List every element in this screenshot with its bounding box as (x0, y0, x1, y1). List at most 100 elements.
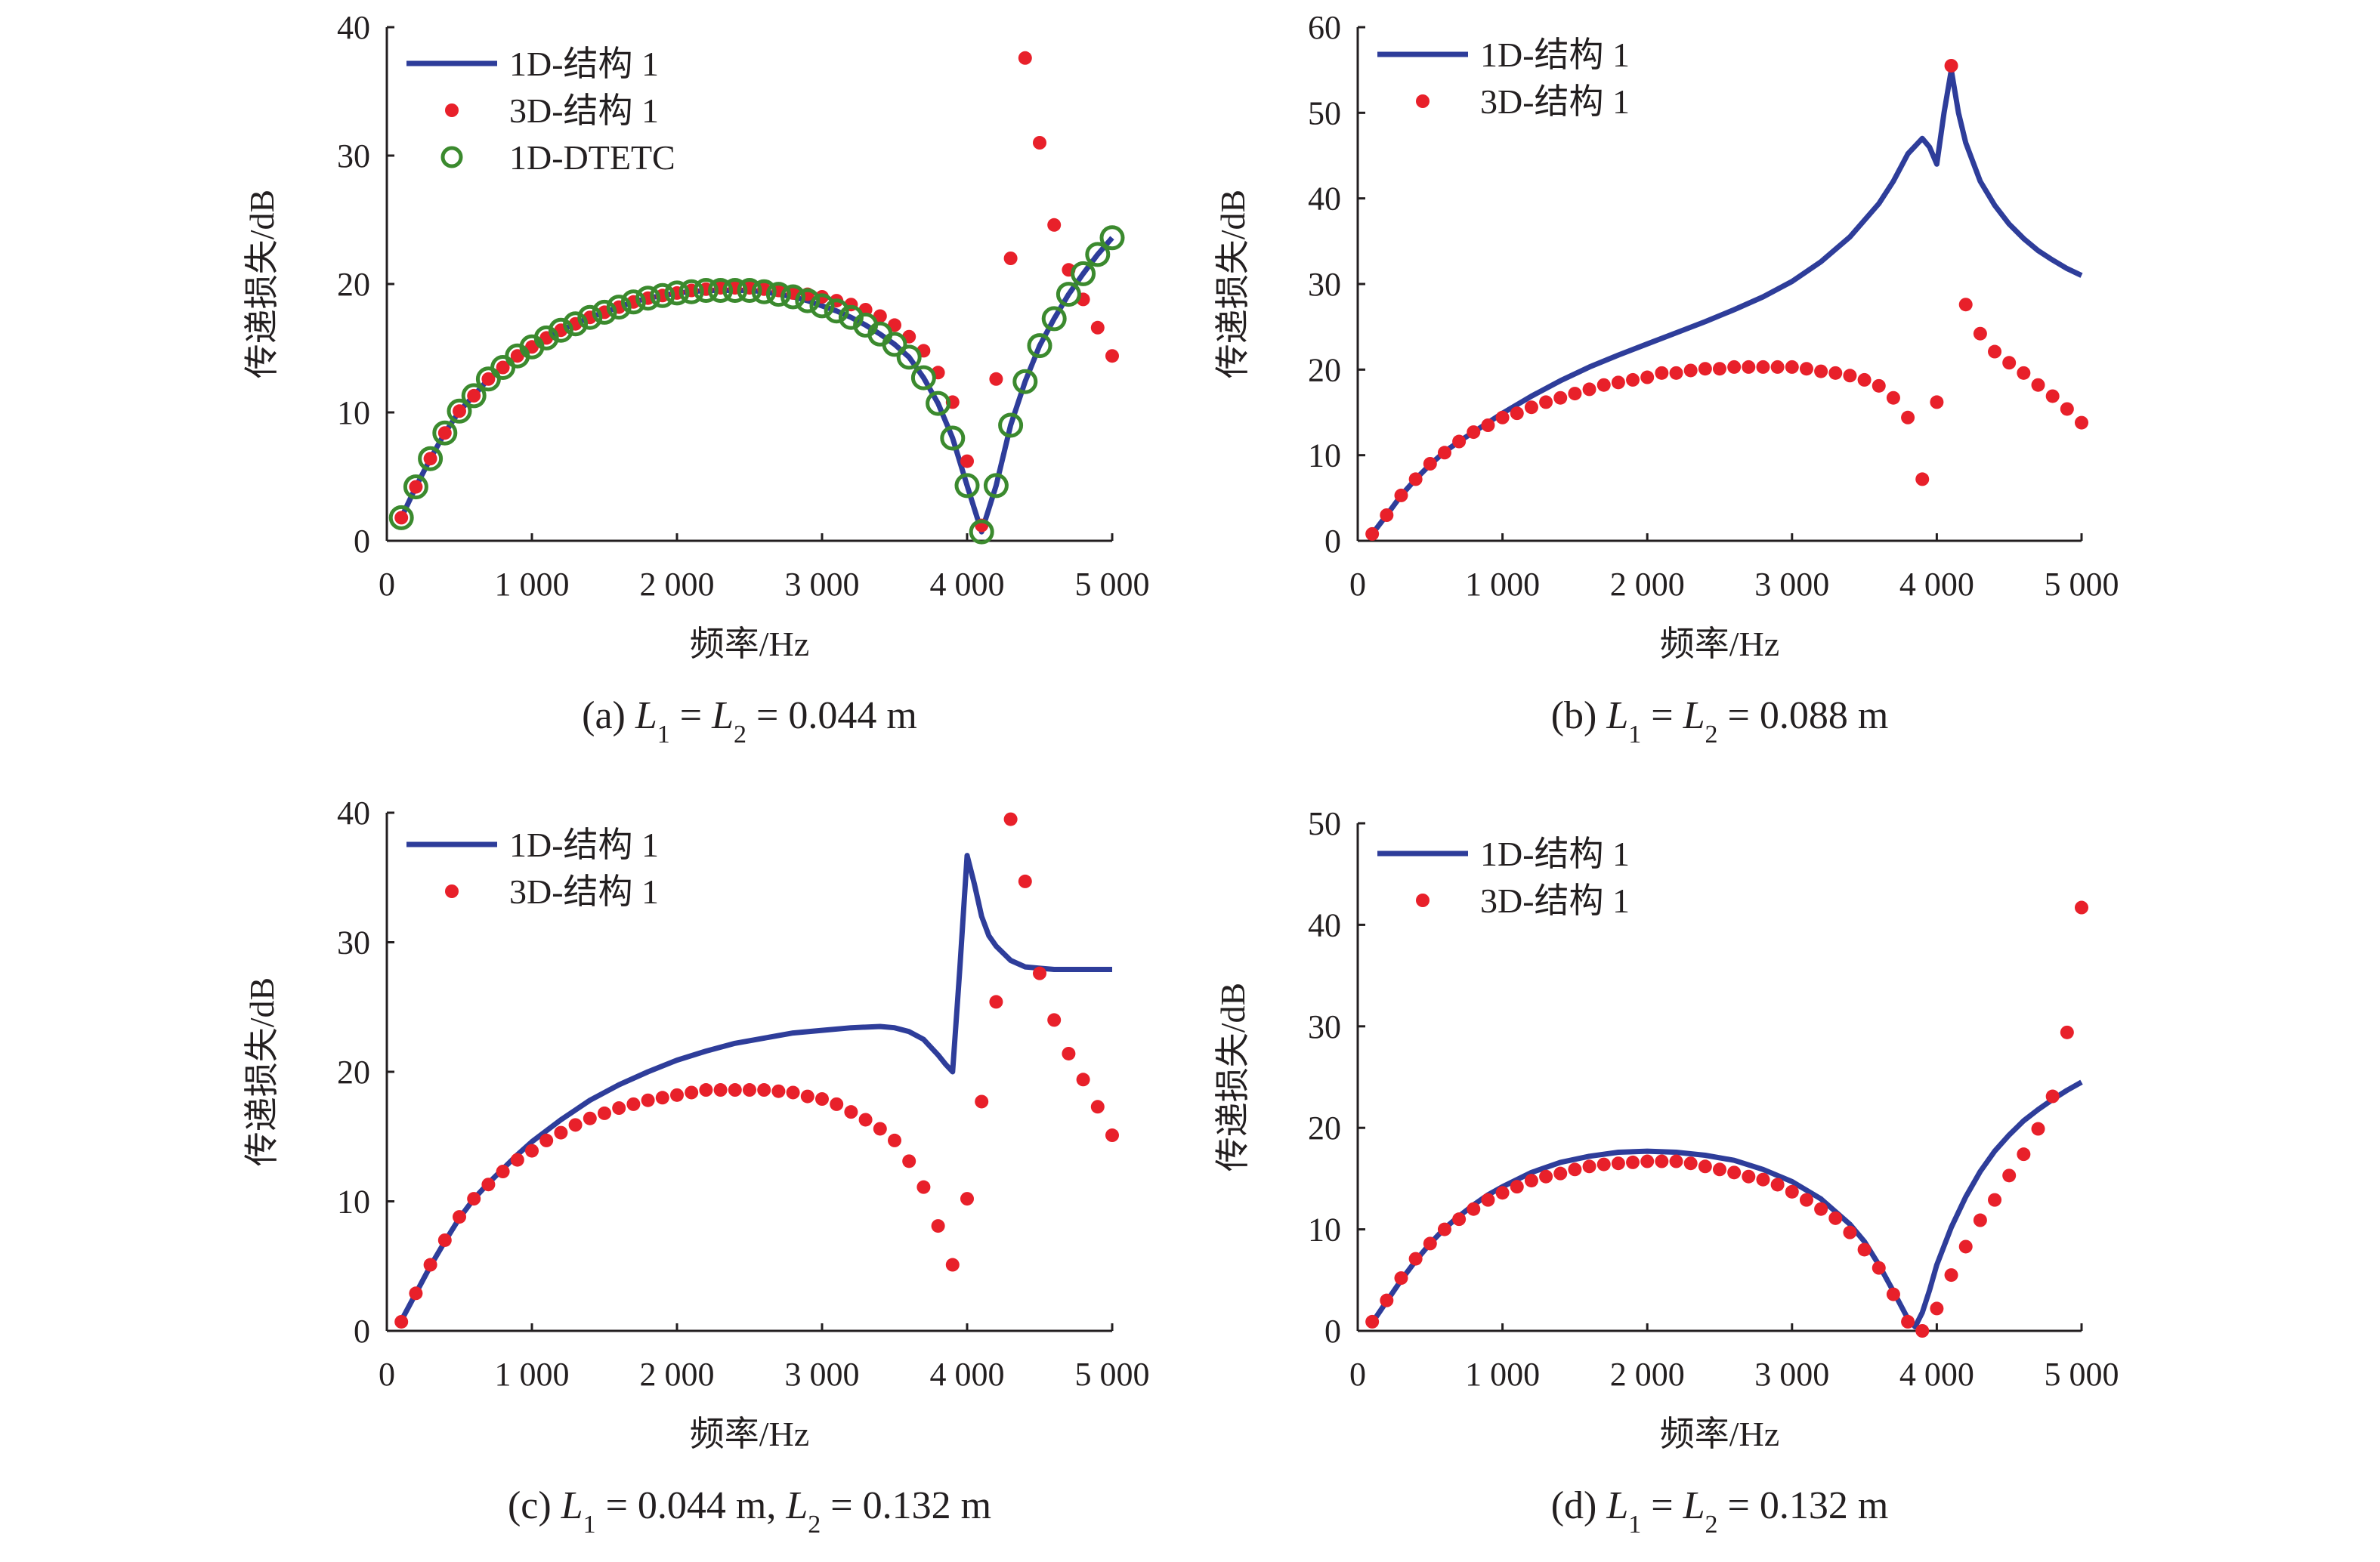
x-tick-label: 5 000 (1075, 1356, 1150, 1393)
x-tick-label: 2 000 (1610, 566, 1685, 603)
data-point-3d (2075, 415, 2088, 430)
x-tick-label: 5 000 (2045, 1356, 2119, 1393)
data-point-3d (960, 1192, 974, 1206)
data-point-3d (1828, 366, 1843, 380)
data-point-dtetc (620, 289, 646, 315)
data-point-3d (1596, 378, 1611, 392)
caption-subscript: 1 (1628, 1511, 1641, 1539)
data-point-3d (1510, 1180, 1524, 1194)
data-point-dtetc (563, 311, 589, 337)
data-point-3d (1958, 1239, 1973, 1254)
data-point-3d (1901, 1314, 1915, 1329)
data-point-3d (1915, 472, 1930, 486)
data-point-3d (2017, 366, 2031, 380)
data-point-3d (1076, 1073, 1090, 1087)
data-point-3d (989, 372, 1003, 386)
y-tick-label: 10 (1308, 437, 1341, 474)
legend: 1D-结构 1 3D-结构 1 1D-DTETC (406, 45, 675, 177)
data-point-3d (2045, 389, 2060, 403)
data-point-3d (1698, 362, 1712, 376)
caption-text: = 0.088 m (1718, 694, 1889, 737)
data-point-3d (1467, 425, 1481, 440)
data-point-3d (989, 995, 1003, 1009)
x-tick-label: 4 000 (1899, 566, 1974, 603)
data-point-3d (1944, 1268, 1958, 1283)
data-point-dtetc (795, 288, 821, 313)
caption-subscript: 1 (1628, 721, 1641, 749)
caption-prefix: (c) (508, 1484, 561, 1527)
legend: 1D-结构 1 3D-结构 1 (1377, 835, 1630, 920)
data-point-3d (1539, 395, 1553, 409)
data-point-3d (1770, 360, 1785, 374)
data-point-3d (1988, 1193, 2002, 1207)
data-point-3d (1814, 1202, 1828, 1216)
data-point-3d (1062, 1046, 1076, 1060)
subplot-caption: (d) L1 = L2 = 0.132 m (1551, 1484, 1889, 1539)
legend-label: 1D-DTETC (509, 138, 675, 177)
data-point-3d (1640, 370, 1655, 384)
caption-subscript: 2 (734, 721, 746, 749)
data-point-3d (2060, 402, 2074, 416)
y-tick-label: 40 (1308, 906, 1341, 943)
data-point-3d (554, 1125, 568, 1140)
data-point-3d (975, 1094, 989, 1109)
caption-text: = 0.132 m (821, 1484, 991, 1527)
legend-dot-swatch (1416, 894, 1430, 907)
data-point-dtetc (1012, 369, 1038, 394)
data-point-3d (1380, 1293, 1394, 1307)
y-tick-label: 0 (354, 1313, 370, 1350)
y-tick-label: 40 (1308, 181, 1341, 218)
data-point-3d (2031, 378, 2045, 392)
data-point-dtetc (998, 412, 1024, 438)
x-tick-label: 3 000 (1754, 1356, 1829, 1393)
data-point-dtetc (940, 425, 966, 451)
data-point-3d (1611, 375, 1625, 390)
data-point-3d (1481, 418, 1495, 432)
data-point-3d (670, 1088, 684, 1102)
data-point-dtetc (606, 295, 632, 320)
x-tick-label: 5 000 (1075, 566, 1150, 603)
data-point-3d (728, 1083, 742, 1097)
data-point-dtetc (635, 286, 661, 311)
data-point-dtetc (678, 279, 704, 304)
caption-variable: L (561, 1484, 583, 1527)
x-axis-title: 频率/Hz (690, 625, 809, 663)
x-tick-label: 3 000 (785, 566, 860, 603)
chart-panel-d: 0 10 20 30 40 50 0 1 000 2 000 3 000 4 000 5 000 频率/… (1213, 805, 2119, 1539)
data-point-dtetc (533, 325, 559, 350)
y-tick-label: 20 (337, 266, 370, 303)
data-point-3d (713, 1083, 728, 1097)
data-point-3d (858, 1113, 873, 1127)
data-point-3d (1799, 1193, 1813, 1207)
data-point-3d (1033, 966, 1046, 980)
data-point-3d (2045, 1089, 2060, 1104)
data-point-dtetc (418, 446, 444, 471)
series-dot-1 (1365, 59, 2088, 541)
data-point-3d (1553, 1166, 1568, 1181)
data-point-dtetc (896, 344, 922, 370)
data-point-dtetc (1041, 306, 1067, 332)
caption-subscript: 1 (657, 721, 670, 749)
data-point-3d (1669, 1154, 1683, 1168)
x-tick-label: 0 (379, 566, 395, 603)
data-point-dtetc (388, 505, 414, 530)
series-line-1d (399, 853, 1112, 1322)
caption-prefix: (a) (582, 694, 635, 737)
y-tick-label: 10 (337, 1184, 370, 1221)
series-line-0 (1370, 67, 2083, 536)
data-point-3d (1394, 488, 1408, 502)
legend-label: 1D-结构 1 (1480, 36, 1630, 74)
data-point-3d (844, 1105, 858, 1119)
data-point-3d (1655, 1154, 1669, 1168)
data-point-dtetc (693, 278, 719, 303)
caption-variable: L (711, 694, 734, 737)
data-point-3d (1626, 1155, 1640, 1169)
data-point-3d (757, 1083, 771, 1097)
x-tick-label: 4 000 (1899, 1356, 1974, 1393)
chart-panel-a: 0 10 20 30 40 0 1 000 2 000 3 000 4 000 5 000 频率/Hz… (243, 9, 1150, 749)
data-point-3d (1365, 526, 1380, 541)
y-tick-label: 20 (1308, 1110, 1341, 1147)
x-tick-label: 1 000 (1465, 566, 1540, 603)
data-point-3d (1799, 362, 1813, 376)
data-point-3d (1655, 366, 1669, 380)
